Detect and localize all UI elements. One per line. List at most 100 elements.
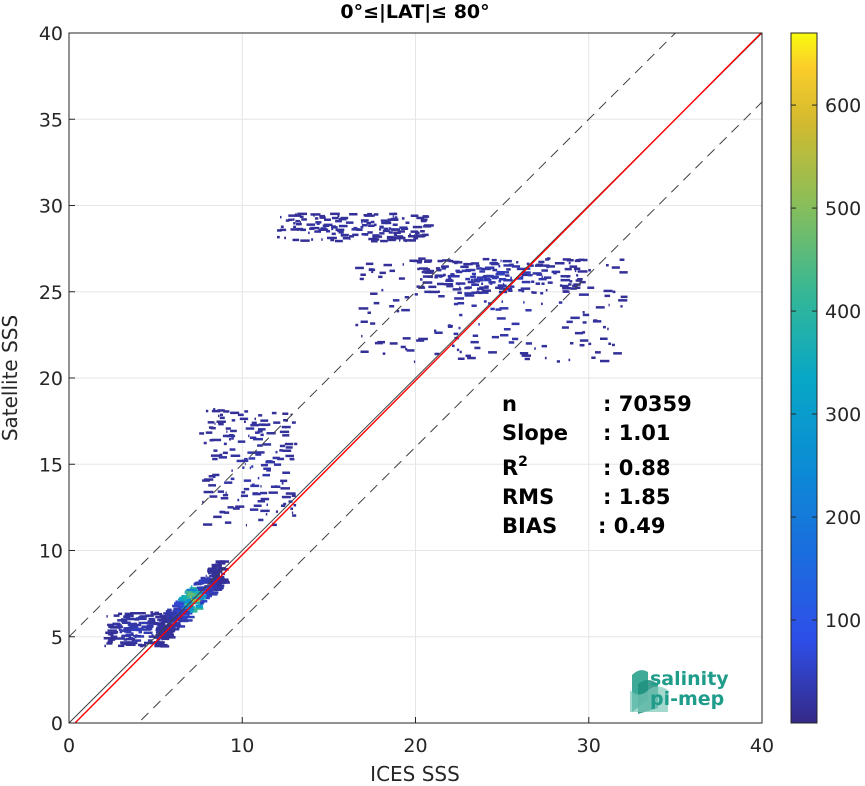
density-cell	[316, 222, 320, 225]
density-cell	[490, 275, 499, 279]
density-cell	[212, 473, 220, 477]
density-cell	[216, 575, 220, 578]
colorbar-gradient	[791, 33, 817, 723]
density-cell	[288, 218, 293, 222]
density-cell	[541, 282, 545, 285]
density-cell	[579, 344, 585, 347]
density-cell	[222, 493, 229, 497]
density-cell	[209, 570, 217, 573]
density-cell	[413, 360, 416, 363]
density-cell	[403, 239, 413, 242]
density-cell	[288, 214, 297, 217]
density-cell	[489, 262, 498, 265]
density-cell	[151, 618, 156, 622]
density-cell	[110, 626, 120, 629]
density-cell	[454, 336, 459, 340]
density-cell	[213, 449, 218, 452]
density-cell	[216, 420, 226, 423]
y-tick-label: 30	[39, 196, 63, 218]
density-cell	[140, 629, 142, 632]
density-cell	[545, 258, 550, 261]
density-cell	[310, 213, 321, 216]
density-cell	[437, 282, 444, 286]
density-cell	[547, 281, 553, 284]
density-cell	[510, 276, 512, 280]
density-cell	[107, 629, 117, 632]
density-cell	[172, 604, 181, 608]
density-cell	[225, 427, 231, 430]
density-cell	[374, 341, 383, 345]
density-cell	[271, 523, 277, 527]
y-axis-label: Satellite SSS	[0, 315, 22, 441]
density-cell	[186, 588, 197, 592]
density-cell	[564, 267, 572, 271]
density-cell	[196, 586, 204, 589]
density-cell	[380, 239, 388, 243]
density-cell	[282, 449, 292, 452]
density-cell	[379, 271, 386, 275]
density-cell	[203, 490, 214, 494]
density-cell	[301, 218, 307, 221]
density-cell	[244, 462, 246, 466]
density-cell	[144, 641, 153, 645]
density-cell	[587, 286, 595, 289]
density-cell	[207, 421, 215, 424]
density-cell	[509, 285, 515, 288]
density-cell	[295, 219, 300, 223]
density-cell	[162, 637, 170, 641]
logo-wave-icon-3	[630, 686, 668, 712]
density-cell	[420, 230, 425, 233]
density-cell	[438, 290, 440, 293]
density-cell	[409, 233, 411, 236]
density-cell	[566, 275, 569, 278]
density-cell	[154, 644, 162, 648]
density-cell	[244, 457, 248, 461]
reference-line-fit	[74, 33, 762, 723]
density-cell	[503, 279, 513, 282]
density-cell	[247, 451, 257, 454]
density-cell	[491, 335, 499, 339]
density-cell	[211, 409, 221, 413]
density-cell	[538, 260, 545, 264]
logo-line-2: pi-mep	[650, 688, 724, 710]
density-cell	[420, 219, 427, 223]
x-tick-label: 20	[403, 735, 427, 757]
density-cell	[115, 630, 117, 633]
density-cell	[206, 589, 213, 592]
density-cell	[389, 305, 395, 308]
density-cell	[211, 563, 215, 567]
density-cell	[541, 302, 543, 306]
density-cell	[218, 421, 222, 425]
density-cell	[249, 436, 257, 439]
density-cell	[279, 449, 283, 452]
density-cell	[570, 342, 574, 345]
density-cell	[508, 289, 513, 292]
density-cell	[483, 274, 491, 278]
density-cell	[314, 217, 319, 220]
density-cell	[570, 316, 580, 320]
density-cell	[159, 641, 163, 644]
density-cell	[161, 615, 167, 618]
density-cell	[153, 641, 160, 644]
density-cell	[324, 218, 331, 221]
density-cell	[446, 284, 454, 288]
density-cell	[197, 581, 204, 584]
density-cell	[123, 638, 127, 641]
density-cell	[396, 309, 400, 313]
density-cell	[213, 570, 219, 574]
density-cell	[291, 494, 296, 497]
density-cell	[125, 616, 130, 619]
density-cell	[268, 491, 278, 494]
density-cell	[216, 585, 220, 588]
density-cell	[121, 635, 124, 639]
density-cell	[148, 635, 157, 638]
density-cell	[321, 238, 323, 241]
density-cell	[484, 277, 491, 281]
logo-line-1: salinity	[650, 668, 729, 690]
density-cell	[459, 350, 462, 354]
density-cell	[582, 331, 586, 334]
density-cell	[521, 273, 530, 277]
density-cell	[516, 277, 524, 280]
density-cell	[204, 594, 212, 598]
density-cell	[422, 215, 430, 218]
